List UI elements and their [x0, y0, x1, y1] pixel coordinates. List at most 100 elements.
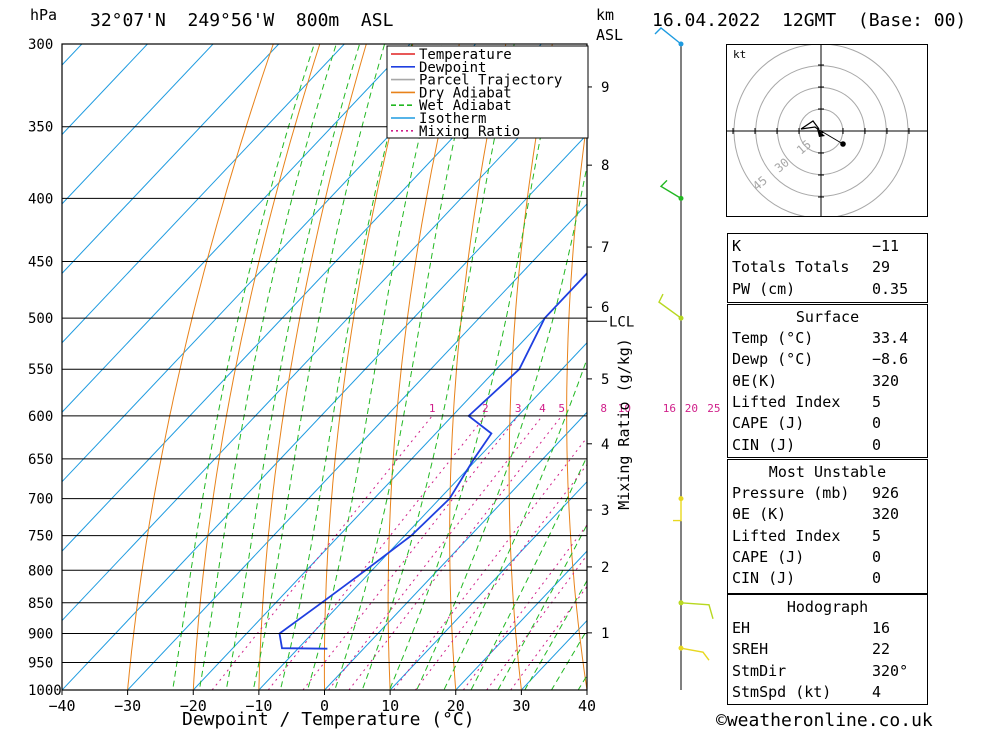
km-tick-label: 9	[601, 80, 609, 96]
hodograph-ring-label: 45	[750, 173, 770, 193]
km-tick-label: 5	[601, 372, 609, 388]
legend-box	[386, 45, 589, 139]
km-tick-label: 8	[601, 158, 609, 174]
km-tick-label: 6	[601, 300, 609, 316]
hodograph-arrow	[817, 129, 825, 137]
pressure-tick-label: 400	[28, 191, 53, 207]
general-index-value: 0.35	[872, 279, 909, 298]
wind-barb	[680, 647, 710, 661]
wet-adiabat-line	[172, 44, 315, 690]
unstable-index-row: Pressure (mb) 926	[732, 483, 923, 504]
wind-barb	[673, 498, 682, 522]
surface-index-title: Surface	[795, 308, 860, 326]
legend-label: Isotherm	[419, 111, 486, 127]
surface-index-label: CIN (J)	[732, 435, 796, 454]
mixing-ratio-label: 5	[558, 402, 565, 415]
general-index-row: K −11	[732, 236, 923, 257]
mixing-ratio-line	[348, 415, 563, 690]
surface-index-value: 0	[872, 414, 882, 433]
storm-motion-line	[820, 130, 844, 145]
isotherm-line	[62, 44, 214, 205]
pressure-tick-label: 700	[28, 492, 53, 508]
mixing-ratio-label: 2	[482, 402, 489, 415]
pressure-tick-label: 300	[28, 37, 53, 53]
unstable-index-value: 0	[872, 569, 882, 588]
mixing-ratio-label: 25	[707, 402, 720, 415]
series-line-dewpoint	[278, 272, 587, 650]
wet-adiabat-line	[470, 455, 587, 690]
wet-adiabat-line	[550, 629, 587, 690]
surface-index-value: 5	[872, 392, 882, 411]
surface-index-label: Dewp (°C)	[732, 350, 814, 369]
pressure-unit-label: hPa	[30, 6, 58, 24]
unstable-index-row: CIN (J) 0	[732, 568, 923, 589]
isotherm-line	[126, 203, 587, 690]
unstable-index-row: CAPE (J) 0	[732, 547, 923, 568]
height-asl-label: ASL	[596, 26, 624, 44]
legend-label: Parcel Trajectory	[419, 73, 562, 89]
hodograph-index-value: 16	[872, 619, 891, 637]
dry-adiabat-line	[676, 0, 724, 716]
mixing-ratio-label: 8	[600, 402, 607, 415]
isotherm-line	[62, 44, 411, 413]
pressure-tick-label: 500	[28, 311, 53, 327]
pressure-tick-label: 350	[28, 120, 53, 136]
wind-barb-dot	[678, 645, 684, 651]
mixing-ratio-label: 3	[515, 402, 522, 415]
mixing-ratio-label: 1	[429, 402, 436, 415]
x-tick-label: −40	[48, 697, 75, 715]
unstable-index-value: 5	[872, 526, 882, 545]
indices-hodograph-panel: Hodograph EH 16 SREH 22 StmDir 320° StmSpd (kt)…	[727, 594, 928, 705]
pressure-tick-label: 800	[28, 563, 53, 579]
legend-label: Mixing Ratio	[419, 124, 520, 140]
pressure-tick-label: 600	[28, 409, 53, 425]
pressure-tick-label: 1000	[28, 683, 62, 699]
unstable-index-label: CAPE (J)	[732, 547, 805, 566]
x-tick-label: 30	[512, 697, 530, 715]
hodograph-ring-label: 15	[794, 137, 814, 157]
general-index-row: PW (cm) 0.35	[732, 279, 923, 300]
isotherm-line	[62, 44, 346, 344]
isotherm-line	[62, 133, 587, 690]
hodograph-index-label: EH	[732, 619, 751, 637]
mixing-ratio-label: 20	[685, 402, 698, 415]
unstable-index-title: Most Unstable	[768, 463, 887, 481]
general-index-label: Totals Totals	[732, 258, 850, 277]
wind-barb	[680, 602, 714, 619]
isotherm-line	[192, 272, 587, 690]
mixing-ratio-label: 16	[663, 402, 676, 415]
unstable-index-label: CIN (J)	[732, 569, 796, 588]
isotherm-line	[323, 411, 587, 690]
wet-adiabat-line	[334, 44, 477, 690]
wind-barb	[659, 179, 682, 200]
pressure-tick-label: 900	[28, 626, 53, 642]
height-unit-label: km	[596, 6, 615, 24]
surface-index-value: 320	[872, 371, 900, 390]
hodograph-index-label: StmSpd (kt)	[732, 682, 832, 701]
x-tick-label: −30	[114, 697, 141, 715]
surface-index-value: −8.6	[872, 350, 909, 369]
hodograph-index-row: EH 16	[732, 618, 923, 639]
wind-barb-dot	[678, 600, 684, 606]
wet-adiabat-line	[225, 44, 361, 690]
surface-index-row: Dewp (°C) −8.6	[732, 349, 923, 370]
general-index-value: 29	[872, 258, 891, 277]
general-index-label: PW (cm)	[732, 279, 796, 298]
hodograph-trace	[800, 120, 824, 134]
hodograph-index-label: StmDir	[732, 661, 787, 680]
pressure-tick-label: 750	[28, 529, 53, 545]
unstable-index-label: θE (K)	[732, 505, 787, 524]
mixing-ratio-line	[302, 415, 519, 690]
unstable-index-label: Pressure (mb)	[732, 484, 850, 502]
surface-index-value: 0	[872, 435, 882, 454]
hodograph-index-value: 320°	[872, 661, 909, 680]
surface-index-row: CIN (J) 0	[732, 435, 923, 456]
mixing-ratio-line	[267, 415, 486, 690]
wet-adiabat-line	[497, 523, 587, 690]
x-tick-label: 20	[447, 697, 465, 715]
hodograph-index-value: 22	[872, 640, 891, 659]
x-axis-title: Dewpoint / Temperature (°C)	[182, 709, 475, 730]
wind-barb	[654, 27, 682, 45]
